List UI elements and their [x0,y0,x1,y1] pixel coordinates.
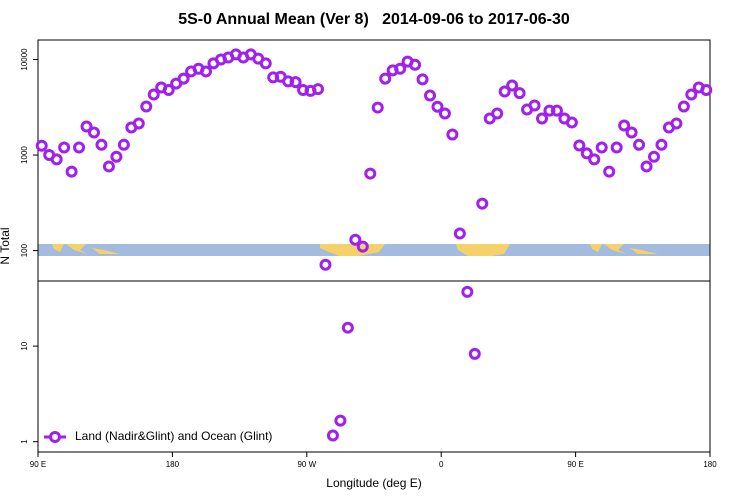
y-tick-label: 1000 [20,146,29,164]
x-tick-label: 90 E [567,460,583,469]
data-point [528,99,541,112]
data-point [588,153,601,166]
data-point [595,141,608,154]
data-point [364,167,377,180]
plot-frame [37,39,711,453]
data-point [95,138,108,151]
data-point [543,104,556,117]
data-point [259,57,272,70]
data-point [371,101,384,114]
data-point [110,150,123,163]
data-point [476,197,489,210]
data-point [640,160,653,173]
x-axis-label: Longitude (deg E) [326,476,421,490]
legend-marker [49,431,61,443]
data-point [35,139,48,152]
data-point [140,100,153,113]
data-point [102,160,115,173]
data-point [677,100,690,113]
data-point [379,72,392,85]
data-point [424,89,436,102]
x-tick-label: 90 W [297,460,316,469]
data-point [618,119,631,132]
data-point [416,73,429,86]
data-point [513,87,526,100]
data-point [438,107,451,120]
data-point [625,126,638,139]
data-point [685,88,698,101]
data-point [431,100,444,113]
data-point [550,104,563,117]
legend-label: Land (Nadir&Glint) and Ocean (Glint) [75,429,272,443]
data-point [50,153,63,166]
data-point [468,347,481,360]
data-point [633,138,646,151]
data-point [461,285,474,298]
data-point [565,116,578,129]
data-point [506,79,519,92]
data-point [700,83,713,96]
data-point [312,83,324,96]
data-point [655,138,668,151]
data-point [200,65,212,78]
data-point [580,147,593,160]
data-point [670,117,683,130]
data-point [356,240,369,253]
data-point [117,138,130,151]
x-tick-label: 180 [703,460,717,469]
data-point [147,88,160,101]
data-point [73,141,86,154]
data-point [610,141,623,154]
data-point [132,117,145,130]
data-point [446,128,459,141]
data-point [536,112,548,125]
data-point [603,165,616,178]
map-strip [38,244,710,256]
y-tick-label: 10 [20,341,29,350]
data-point [349,233,362,246]
data-point [334,414,347,427]
y-axis-label: N Total [0,227,12,264]
data-point [80,120,93,133]
data-point [65,165,78,178]
y-tick-label: 10000 [20,48,29,71]
y-tick-label: 100 [20,243,29,257]
data-point [58,141,71,154]
data-point [648,150,660,163]
data-point [162,83,175,96]
data-point [498,85,511,98]
data-point [177,72,190,85]
y-tick-label: 1 [20,439,29,444]
data-point [88,126,100,139]
x-tick-label: 180 [166,460,180,469]
data-point [289,76,302,89]
data-point [453,227,466,240]
data-point [341,321,354,334]
data-point [394,62,407,75]
data-point [409,58,422,71]
data-point [319,258,332,271]
x-tick-label: 90 E [30,460,46,469]
chart-title: 5S-0 Annual Mean (Ver 8) 2014-09-06 to 2… [178,11,570,28]
data-point [326,429,339,442]
data-point [573,139,586,152]
data-point [491,107,504,120]
x-tick-label: 0 [439,460,444,469]
